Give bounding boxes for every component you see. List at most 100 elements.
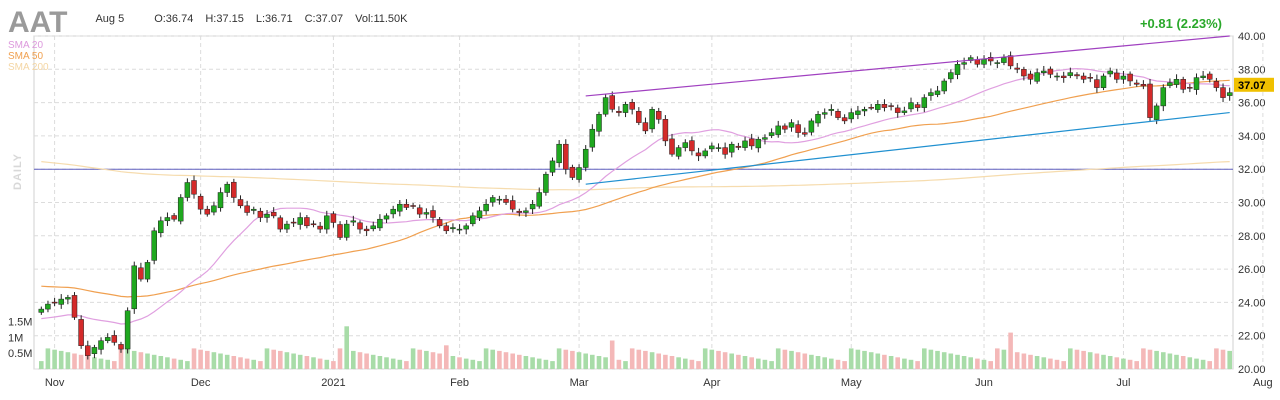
candle	[217, 192, 224, 209]
volume-bar	[171, 358, 177, 369]
volume-bar	[968, 357, 973, 369]
candle	[582, 148, 589, 168]
candle	[855, 110, 861, 115]
candle	[164, 217, 171, 222]
candle	[742, 140, 748, 148]
volume-bar	[789, 350, 794, 369]
volume-bar	[1167, 353, 1173, 369]
volume-bar	[105, 359, 110, 369]
candle	[277, 217, 284, 230]
y-tick-label: 28.00	[1238, 231, 1266, 243]
volume-bar	[78, 354, 84, 370]
volume-bar	[1014, 352, 1020, 369]
legend-sma200[interactable]: SMA 200	[8, 62, 49, 73]
candle	[1001, 57, 1007, 63]
volume-bar	[1021, 353, 1027, 369]
candle	[675, 147, 682, 157]
volume-bar	[1200, 359, 1206, 369]
bar-date: Aug 5	[95, 13, 125, 25]
candle	[1027, 73, 1034, 80]
candle	[622, 104, 629, 113]
volume-bar	[550, 361, 555, 369]
y-tick-label: 22.00	[1238, 331, 1266, 343]
volume-bar	[58, 350, 64, 369]
candle	[1180, 79, 1186, 90]
volume-bar	[1087, 352, 1093, 369]
volume-bar	[231, 356, 237, 369]
volume-bar	[815, 356, 821, 369]
ticker-symbol[interactable]: AAT	[8, 6, 68, 39]
sma-legend: SMA 20 SMA 50 SMA 200	[8, 40, 49, 73]
chart-header: AAT Aug 5 O:36.74 H:37.15 L:36.71 C:37.0…	[8, 6, 408, 40]
volume-bar	[955, 354, 960, 370]
candle	[941, 80, 947, 92]
candle	[350, 220, 357, 223]
candle	[795, 124, 801, 133]
volume-bar	[1101, 354, 1106, 370]
candle	[808, 120, 815, 133]
volume-bar	[145, 353, 150, 369]
legend-sma50[interactable]: SMA 50	[8, 51, 44, 62]
x-tick-label: Apr	[703, 377, 720, 389]
volume-bar	[430, 352, 436, 369]
volume-bar	[185, 361, 190, 369]
volume-bar	[696, 361, 701, 369]
x-tick-label: May	[841, 377, 862, 389]
x-tick-label: Jun	[975, 377, 993, 389]
candle	[629, 102, 635, 110]
candle	[715, 147, 722, 149]
open-value: O:36.74	[154, 13, 194, 25]
candle	[1014, 67, 1020, 70]
volume-bar	[370, 354, 376, 370]
volume-bar	[702, 348, 708, 369]
volume-bar	[364, 353, 369, 369]
candle	[1094, 79, 1100, 88]
volume-bar	[490, 349, 495, 369]
candle	[310, 223, 317, 226]
x-tick-label: Feb	[450, 377, 469, 389]
volume-bar	[928, 349, 934, 369]
candle	[237, 199, 244, 207]
candle	[1206, 73, 1213, 80]
candle	[516, 210, 523, 213]
volume-bar	[1187, 357, 1193, 369]
volume-bar	[868, 352, 874, 369]
candle	[38, 308, 45, 313]
candle	[489, 197, 496, 203]
x-tick-label: 2021	[321, 377, 345, 389]
candle	[835, 111, 841, 118]
candle	[1120, 75, 1127, 80]
volume-bar	[556, 348, 562, 369]
candle	[728, 143, 735, 153]
volume-bar	[835, 359, 841, 369]
volume-bar	[158, 356, 164, 369]
y-tick-label: 36.00	[1238, 98, 1266, 110]
candle	[1140, 84, 1147, 87]
candle	[543, 173, 549, 193]
candle	[1060, 75, 1067, 78]
volume-bar	[1174, 354, 1179, 370]
volume-tick-label: 0.5M	[8, 348, 32, 360]
candle	[596, 114, 602, 132]
candle	[1054, 75, 1060, 78]
candle	[702, 150, 708, 157]
volume-bar	[291, 353, 296, 369]
candle	[768, 132, 775, 136]
volume-bar	[656, 353, 661, 369]
volume-bar	[165, 357, 170, 369]
candle	[330, 213, 337, 223]
volume-bar	[131, 350, 137, 369]
candle	[556, 143, 562, 164]
close-value: C:37.07	[304, 13, 344, 25]
candle	[802, 132, 808, 135]
volume-bar	[112, 361, 117, 369]
legend-sma20[interactable]: SMA 20	[8, 40, 44, 51]
candle	[1087, 77, 1093, 79]
sma200-line	[41, 161, 1230, 191]
volume-bar	[510, 353, 515, 369]
volume-bar	[304, 356, 310, 369]
candle	[430, 210, 436, 218]
candle	[416, 207, 423, 215]
volume-bar	[570, 350, 575, 369]
volume-bar	[941, 352, 947, 369]
